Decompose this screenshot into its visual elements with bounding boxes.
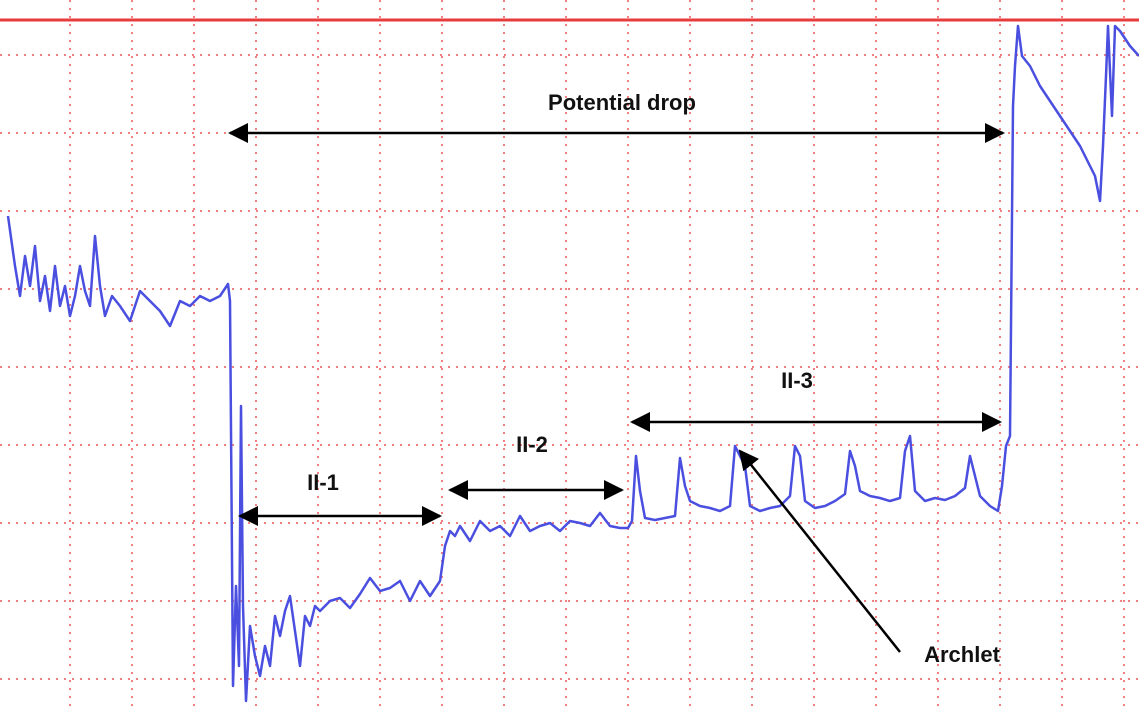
archlet-arrow (738, 449, 901, 653)
annotation-label-archlet: Archlet (924, 642, 1000, 667)
annotation-label-potential-drop: Potential drop (548, 90, 696, 115)
annotation-layer (228, 123, 1005, 653)
label-layer: Potential drop II-1 II-2 II-3 Archlet (307, 90, 1000, 667)
annotation-label-ii-1: II-1 (307, 470, 339, 495)
annotation-label-ii-3: II-3 (781, 368, 813, 393)
annotation-label-ii-2: II-2 (516, 432, 548, 457)
potential-series-line (6, 24, 1139, 703)
series-layer (6, 24, 1139, 703)
